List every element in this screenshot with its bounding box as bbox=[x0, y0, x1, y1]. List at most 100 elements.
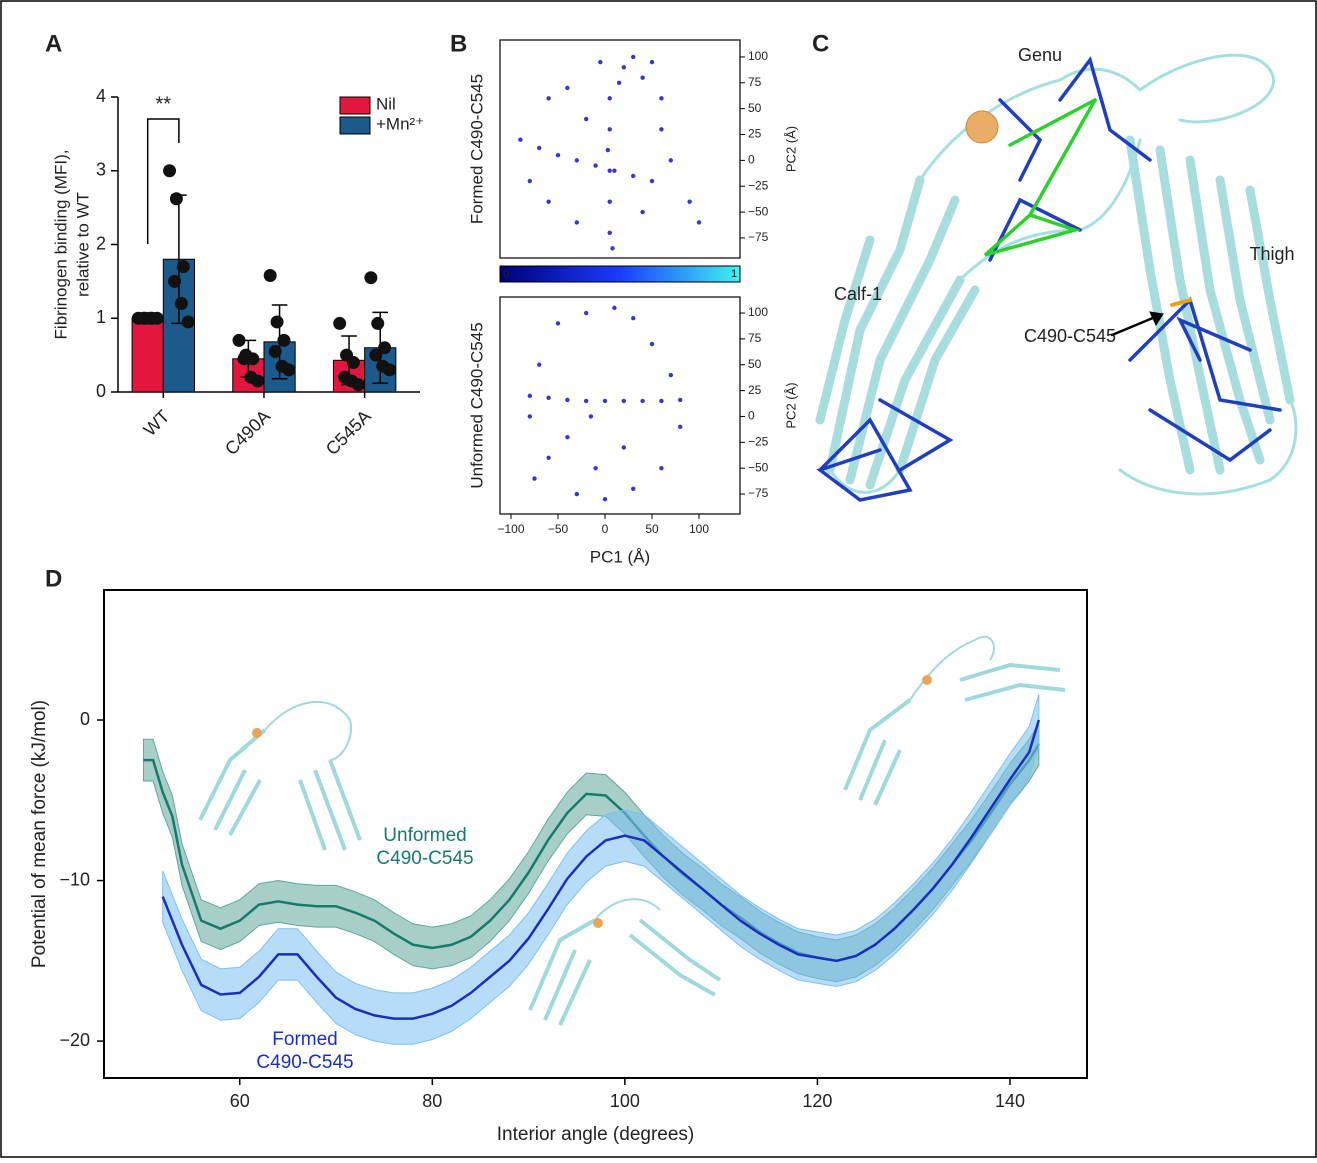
colorbar-tick-label: 1 bbox=[731, 268, 737, 280]
scatter-point bbox=[584, 398, 589, 404]
significance-bracket bbox=[146, 118, 180, 244]
legend-label: Nil bbox=[376, 94, 396, 113]
y-axis-label: Potential of mean force (kJ/mol) bbox=[29, 700, 50, 968]
y-tick-label: 100 bbox=[748, 305, 768, 319]
scatter-point bbox=[631, 316, 636, 321]
legend-swatch bbox=[339, 116, 371, 135]
data-point bbox=[270, 315, 284, 329]
y-tick-label: −50 bbox=[748, 204, 769, 218]
scatter-point bbox=[602, 497, 608, 502]
data-point bbox=[383, 363, 397, 377]
y-tick-label: −20 bbox=[59, 1030, 90, 1050]
scatter-point bbox=[687, 199, 692, 204]
inset-ions bbox=[252, 675, 932, 928]
data-point bbox=[176, 260, 190, 274]
scatter-point bbox=[602, 398, 608, 404]
plot-frame bbox=[499, 296, 741, 515]
scatter-point bbox=[659, 465, 664, 471]
y-tick-label: 25 bbox=[748, 127, 762, 141]
data-point bbox=[268, 344, 282, 358]
legend-swatch bbox=[339, 96, 371, 115]
panel-label: B bbox=[450, 30, 467, 57]
scatter-point bbox=[607, 96, 612, 101]
scatter-point bbox=[696, 220, 702, 225]
data-point bbox=[371, 316, 385, 330]
y-tick-label: 100 bbox=[748, 49, 768, 63]
y-axis-label: PC2 (Å) bbox=[783, 126, 798, 172]
scatter-point bbox=[527, 393, 533, 398]
y-tick-label: 75 bbox=[748, 75, 762, 89]
scatter-point bbox=[518, 137, 523, 142]
legend-label: +Mn²⁺ bbox=[376, 114, 424, 133]
x-tick-label: 80 bbox=[422, 1091, 442, 1111]
structure-label: C490-C545 bbox=[1024, 326, 1116, 346]
data-point bbox=[333, 316, 347, 330]
scatter-point bbox=[659, 96, 664, 101]
scatter-point bbox=[659, 398, 664, 404]
scatter-point bbox=[607, 168, 612, 173]
scatter-point bbox=[631, 173, 636, 179]
scatter-point bbox=[565, 434, 570, 440]
y-tick-label: −75 bbox=[748, 486, 769, 500]
y-axis-label-left: Unformed C490-C545 bbox=[467, 322, 486, 488]
bar bbox=[131, 317, 164, 393]
scatter-point bbox=[555, 153, 561, 158]
y-tick-label: −10 bbox=[59, 869, 90, 889]
y-tick-label: 75 bbox=[748, 331, 762, 345]
structure-label: Calf-1 bbox=[834, 284, 882, 304]
scatter-point bbox=[640, 75, 645, 80]
scatter-point bbox=[649, 178, 655, 184]
series-label: Unformed C490-C545 bbox=[376, 825, 474, 869]
scatter-point bbox=[640, 209, 645, 215]
panel-label: D bbox=[45, 565, 62, 592]
data-point bbox=[346, 356, 360, 369]
y-tick-label: 50 bbox=[748, 357, 762, 371]
x-tick-label: 100 bbox=[689, 522, 709, 536]
data-point bbox=[277, 333, 291, 347]
data-point bbox=[169, 192, 183, 206]
y-tick-label: 1 bbox=[96, 307, 106, 327]
scatter-point bbox=[621, 398, 627, 404]
y-tick-label: 2 bbox=[96, 233, 106, 253]
y-tick-label: 0 bbox=[96, 381, 106, 401]
series-label-box: Unformed C490-C545 bbox=[376, 825, 474, 869]
scatter-point bbox=[565, 85, 570, 91]
y-tick-label: 0 bbox=[80, 709, 90, 729]
x-tick-label: 60 bbox=[230, 1091, 250, 1111]
y-tick-label: 50 bbox=[748, 101, 762, 115]
x-tick-label: 50 bbox=[645, 522, 659, 536]
scatter-point bbox=[532, 476, 537, 481]
scatter-point bbox=[593, 163, 598, 168]
y-tick-label: −50 bbox=[748, 460, 769, 474]
colorbar-tick-label: 0 bbox=[503, 268, 509, 280]
scatter-point bbox=[565, 397, 570, 403]
scatter-point bbox=[537, 145, 542, 151]
scatter-point bbox=[593, 465, 598, 471]
scatter-point bbox=[631, 54, 636, 60]
y-tick-label: −25 bbox=[748, 434, 769, 448]
scatter-point bbox=[631, 486, 636, 492]
scatter-point bbox=[649, 59, 655, 65]
scatter-point bbox=[621, 445, 627, 450]
x-tick-label: 140 bbox=[995, 1091, 1025, 1111]
y-tick-label: 0 bbox=[748, 153, 755, 167]
scatter-point bbox=[527, 414, 533, 419]
data-point bbox=[150, 311, 164, 325]
scatter-point bbox=[546, 395, 551, 401]
x-tick-label: 120 bbox=[802, 1091, 832, 1111]
panel-label: C bbox=[812, 30, 829, 57]
data-point bbox=[181, 315, 195, 329]
protein-structure bbox=[815, 53, 1298, 502]
data-point bbox=[237, 352, 251, 366]
x-axis-label: Interior angle (degrees) bbox=[497, 1124, 695, 1145]
scatter-point bbox=[659, 127, 664, 132]
scatter-point bbox=[612, 305, 617, 311]
data-point bbox=[263, 268, 277, 282]
panel-label: A bbox=[45, 30, 62, 57]
scatter-point bbox=[574, 491, 580, 497]
scatter-point bbox=[537, 362, 542, 367]
scatter-point bbox=[616, 80, 622, 86]
y-tick-label: 0 bbox=[748, 409, 755, 423]
